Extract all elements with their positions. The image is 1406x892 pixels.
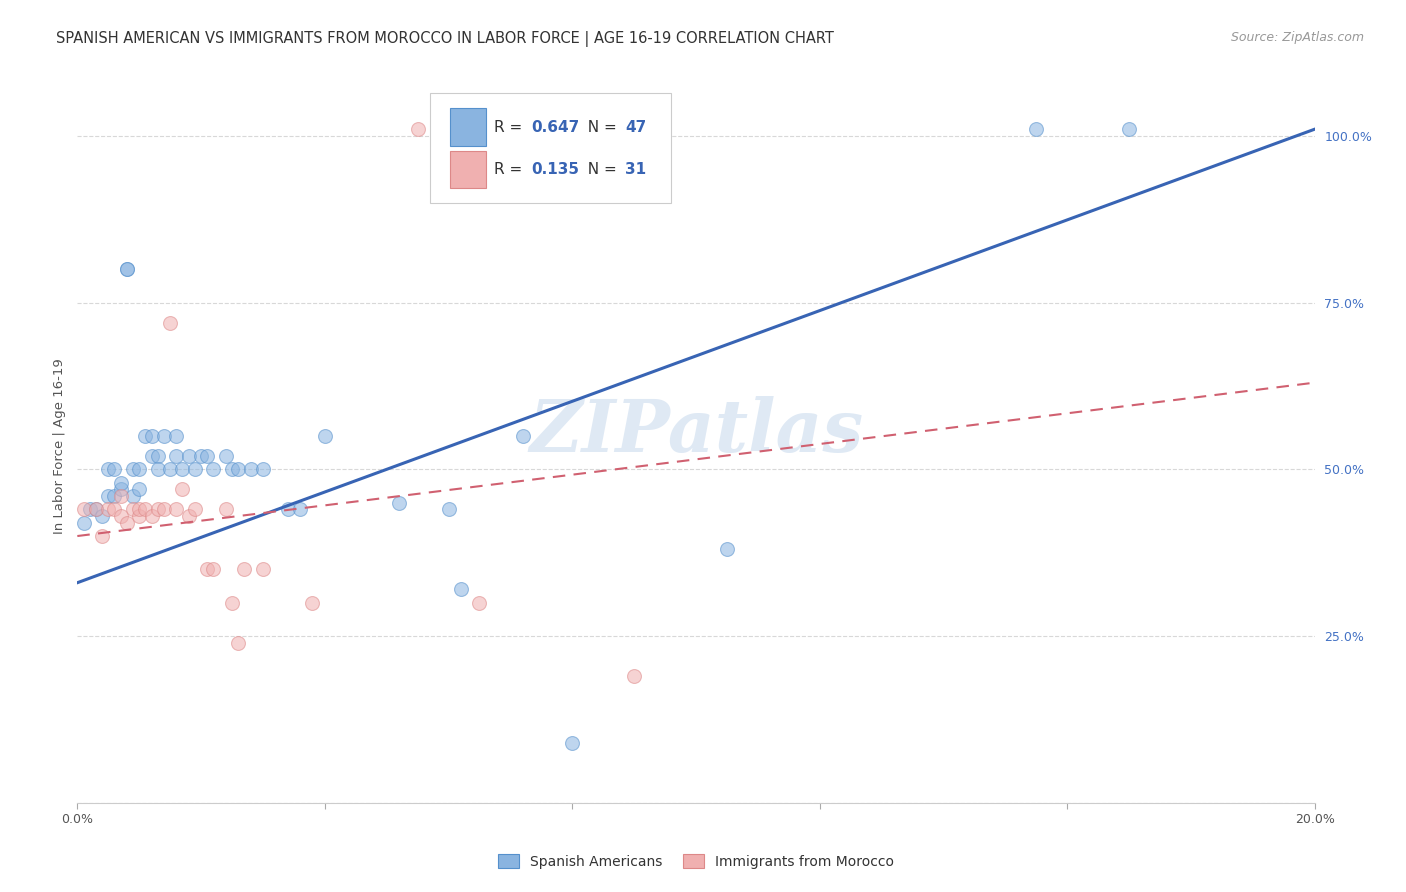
Point (202, 462, 225, 476)
Point (110, 509, 132, 524)
Text: N =: N = (578, 120, 621, 135)
Point (153, 429, 176, 443)
Point (252, 462, 274, 476)
Point (72, 516, 94, 530)
Point (716, 542, 738, 557)
Point (115, 516, 138, 530)
Point (97, 462, 120, 476)
Point (146, 449, 169, 463)
Point (103, 462, 125, 476)
Point (146, 462, 169, 476)
Point (128, 462, 150, 476)
Y-axis label: In Labor Force | Age 16-19: In Labor Force | Age 16-19 (53, 358, 66, 534)
Point (103, 489, 125, 503)
Point (165, 502, 187, 516)
Point (252, 562, 274, 576)
Point (141, 429, 163, 443)
Point (110, 489, 132, 503)
Point (91, 509, 114, 524)
Point (122, 489, 145, 503)
Point (1025, 122, 1047, 136)
Text: ZIPatlas: ZIPatlas (529, 396, 863, 467)
Point (184, 502, 207, 516)
Point (128, 502, 150, 516)
Text: R =: R = (495, 120, 527, 135)
Point (177, 449, 200, 463)
Point (159, 462, 181, 476)
Point (512, 429, 534, 443)
Point (301, 596, 323, 610)
Text: SPANISH AMERICAN VS IMMIGRANTS FROM MOROCCO IN LABOR FORCE | AGE 16-19 CORRELATI: SPANISH AMERICAN VS IMMIGRANTS FROM MORO… (56, 31, 834, 47)
Text: 47: 47 (626, 120, 647, 135)
Point (84, 502, 107, 516)
Point (146, 502, 169, 516)
Point (159, 316, 181, 330)
Point (79, 502, 101, 516)
Point (288, 502, 311, 516)
Point (72, 502, 94, 516)
Point (122, 462, 145, 476)
Point (165, 449, 187, 463)
Point (122, 502, 145, 516)
Point (314, 429, 336, 443)
Point (226, 462, 249, 476)
Point (406, 122, 429, 136)
Point (128, 509, 150, 524)
Point (221, 462, 243, 476)
Point (115, 262, 138, 277)
Point (468, 596, 491, 610)
Point (91, 529, 114, 543)
Point (277, 502, 299, 516)
FancyBboxPatch shape (430, 93, 671, 203)
Point (177, 509, 200, 524)
Point (134, 429, 156, 443)
Text: N =: N = (578, 161, 621, 177)
Point (202, 562, 225, 576)
Point (134, 502, 156, 516)
Point (110, 475, 132, 490)
Point (215, 449, 238, 463)
Text: 0.135: 0.135 (531, 161, 579, 177)
Point (172, 462, 194, 476)
Text: R =: R = (495, 161, 527, 177)
Point (437, 502, 460, 516)
Text: 31: 31 (626, 161, 647, 177)
Point (153, 502, 176, 516)
Point (184, 462, 207, 476)
Point (172, 483, 194, 497)
FancyBboxPatch shape (450, 109, 485, 145)
Point (388, 496, 411, 510)
Point (97, 489, 120, 503)
Point (103, 502, 125, 516)
Text: 0.647: 0.647 (531, 120, 579, 135)
Point (221, 596, 243, 610)
Point (233, 562, 256, 576)
Point (190, 449, 212, 463)
Point (97, 502, 120, 516)
Point (226, 636, 249, 650)
Text: Source: ZipAtlas.com: Source: ZipAtlas.com (1230, 31, 1364, 45)
Point (110, 483, 132, 497)
Point (239, 462, 262, 476)
Point (195, 562, 218, 576)
Point (141, 509, 163, 524)
Point (165, 429, 187, 443)
Point (623, 669, 645, 683)
Point (195, 449, 218, 463)
Point (1118, 122, 1140, 136)
Point (215, 502, 238, 516)
Legend: Spanish Americans, Immigrants from Morocco: Spanish Americans, Immigrants from Moroc… (492, 848, 900, 874)
Point (84, 502, 107, 516)
Point (561, 736, 583, 750)
Point (141, 449, 163, 463)
Point (128, 483, 150, 497)
Point (450, 582, 472, 597)
FancyBboxPatch shape (450, 151, 485, 187)
Point (115, 262, 138, 277)
